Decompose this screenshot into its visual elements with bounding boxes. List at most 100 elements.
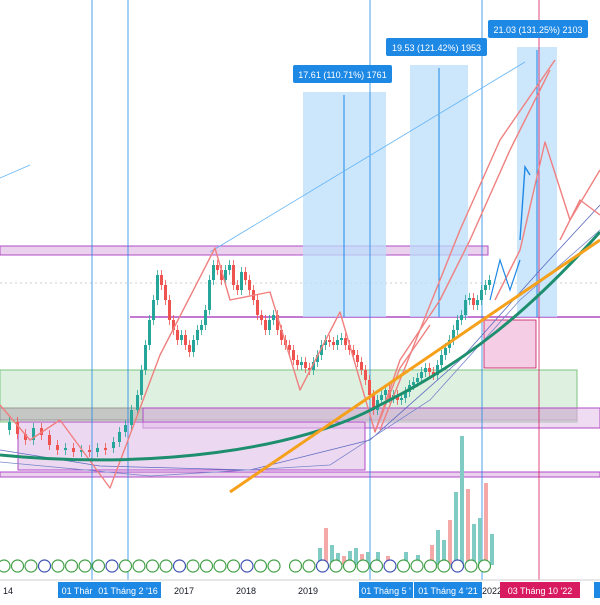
x-tick-label: 2022 — [482, 586, 502, 596]
date-chip-text: 03 Tháng 10 '22 — [508, 586, 573, 596]
date-chip-text: 01 Tháng 4 '21 — [418, 586, 478, 596]
candle — [140, 370, 143, 395]
candle — [188, 345, 191, 352]
event-marker-icon — [383, 559, 397, 573]
candle — [432, 372, 435, 375]
projection-path-3 — [379, 59, 556, 431]
event-marker-icon — [410, 559, 424, 573]
candle — [232, 265, 235, 285]
candle — [332, 342, 335, 345]
volume-bar — [324, 528, 328, 565]
resistance-zone — [0, 245, 489, 256]
candle — [428, 368, 431, 372]
date-chip-bg — [414, 582, 482, 598]
volume-bar — [442, 540, 446, 565]
date-chip-2: 01 Tháng 2 '16 — [95, 582, 161, 598]
event-marker-icon — [369, 559, 384, 573]
candle — [64, 448, 67, 450]
candle — [220, 270, 223, 280]
x-tick-label: 2019 — [298, 586, 318, 596]
event-marker-icon — [24, 559, 38, 573]
candle — [412, 382, 415, 385]
channel-line-left — [0, 164, 31, 179]
candle — [456, 320, 459, 330]
date-chip-4: 01 Tháng 4 '21 — [414, 582, 482, 598]
candle — [172, 320, 175, 330]
event-marker-icon — [302, 559, 316, 573]
channel-curve-lower — [0, 204, 600, 471]
event-marker-icon — [199, 559, 214, 573]
volume-bar — [472, 524, 476, 565]
candle — [320, 345, 323, 355]
event-marker-icon — [423, 559, 438, 573]
candle — [372, 395, 375, 410]
candle — [192, 340, 195, 352]
date-chip-text: 01 Tháng 2 '16 — [98, 586, 158, 596]
date-chip-bg — [58, 582, 96, 598]
candle — [256, 300, 259, 315]
candle — [56, 445, 59, 450]
candle — [212, 265, 215, 280]
candle — [324, 340, 327, 345]
target-zone-pink — [483, 319, 537, 369]
candle — [360, 362, 363, 370]
candle — [204, 310, 207, 325]
event-marker-icon — [464, 559, 478, 573]
candle — [280, 330, 283, 340]
event-marker-icon — [105, 559, 119, 573]
volume-bar — [454, 492, 458, 565]
channel-line-upper — [209, 61, 526, 253]
x-tick-label: 2018 — [236, 586, 256, 596]
candle — [336, 340, 339, 345]
volume-bar — [448, 520, 452, 565]
candle — [416, 378, 419, 382]
candle — [104, 448, 107, 450]
candle — [136, 395, 139, 410]
candle — [276, 315, 279, 330]
candle — [424, 368, 427, 372]
date-chip-5: 03 Tháng 10 '22 — [500, 582, 580, 598]
candle — [316, 355, 319, 362]
candle — [16, 422, 19, 434]
candle — [452, 330, 455, 340]
candle — [292, 350, 295, 360]
volume-bar — [478, 518, 482, 565]
candle — [312, 362, 315, 370]
candle — [244, 272, 247, 280]
event-marker-icon — [396, 559, 411, 573]
measure-label-text: 17.61 (110.71%) 1761 — [298, 70, 386, 80]
candle — [356, 355, 359, 362]
candle — [248, 280, 251, 290]
candle — [32, 428, 35, 440]
candle — [272, 315, 275, 320]
date-chip-bg — [95, 582, 161, 598]
long-term-trend-curve — [0, 230, 600, 462]
event-marker-icon — [342, 559, 357, 573]
candle — [400, 398, 403, 400]
volume-bar — [460, 436, 464, 565]
date-chip-bg — [359, 582, 413, 598]
event-marker-icon — [118, 559, 133, 573]
candle — [200, 325, 203, 330]
volume-bar — [366, 552, 370, 565]
channel-curve-outer — [0, 229, 600, 477]
projection-zigzag-blue — [489, 257, 521, 301]
candle — [384, 390, 387, 395]
candle — [308, 368, 311, 370]
candle — [130, 410, 133, 425]
event-marker-icon — [267, 559, 281, 573]
projection-arrow-blue — [519, 164, 531, 241]
date-chip-1: 01 Thár — [58, 582, 96, 598]
candle — [96, 448, 99, 452]
x-tick-label: 14 — [3, 586, 13, 596]
candle — [260, 315, 263, 320]
event-marker-icon — [437, 559, 451, 573]
candle — [180, 335, 183, 340]
measure-label-text: 21.03 (131.25%) 2103 — [493, 25, 582, 35]
candle — [380, 395, 383, 400]
candle — [468, 298, 471, 300]
candle — [328, 340, 331, 342]
candle — [296, 360, 299, 365]
